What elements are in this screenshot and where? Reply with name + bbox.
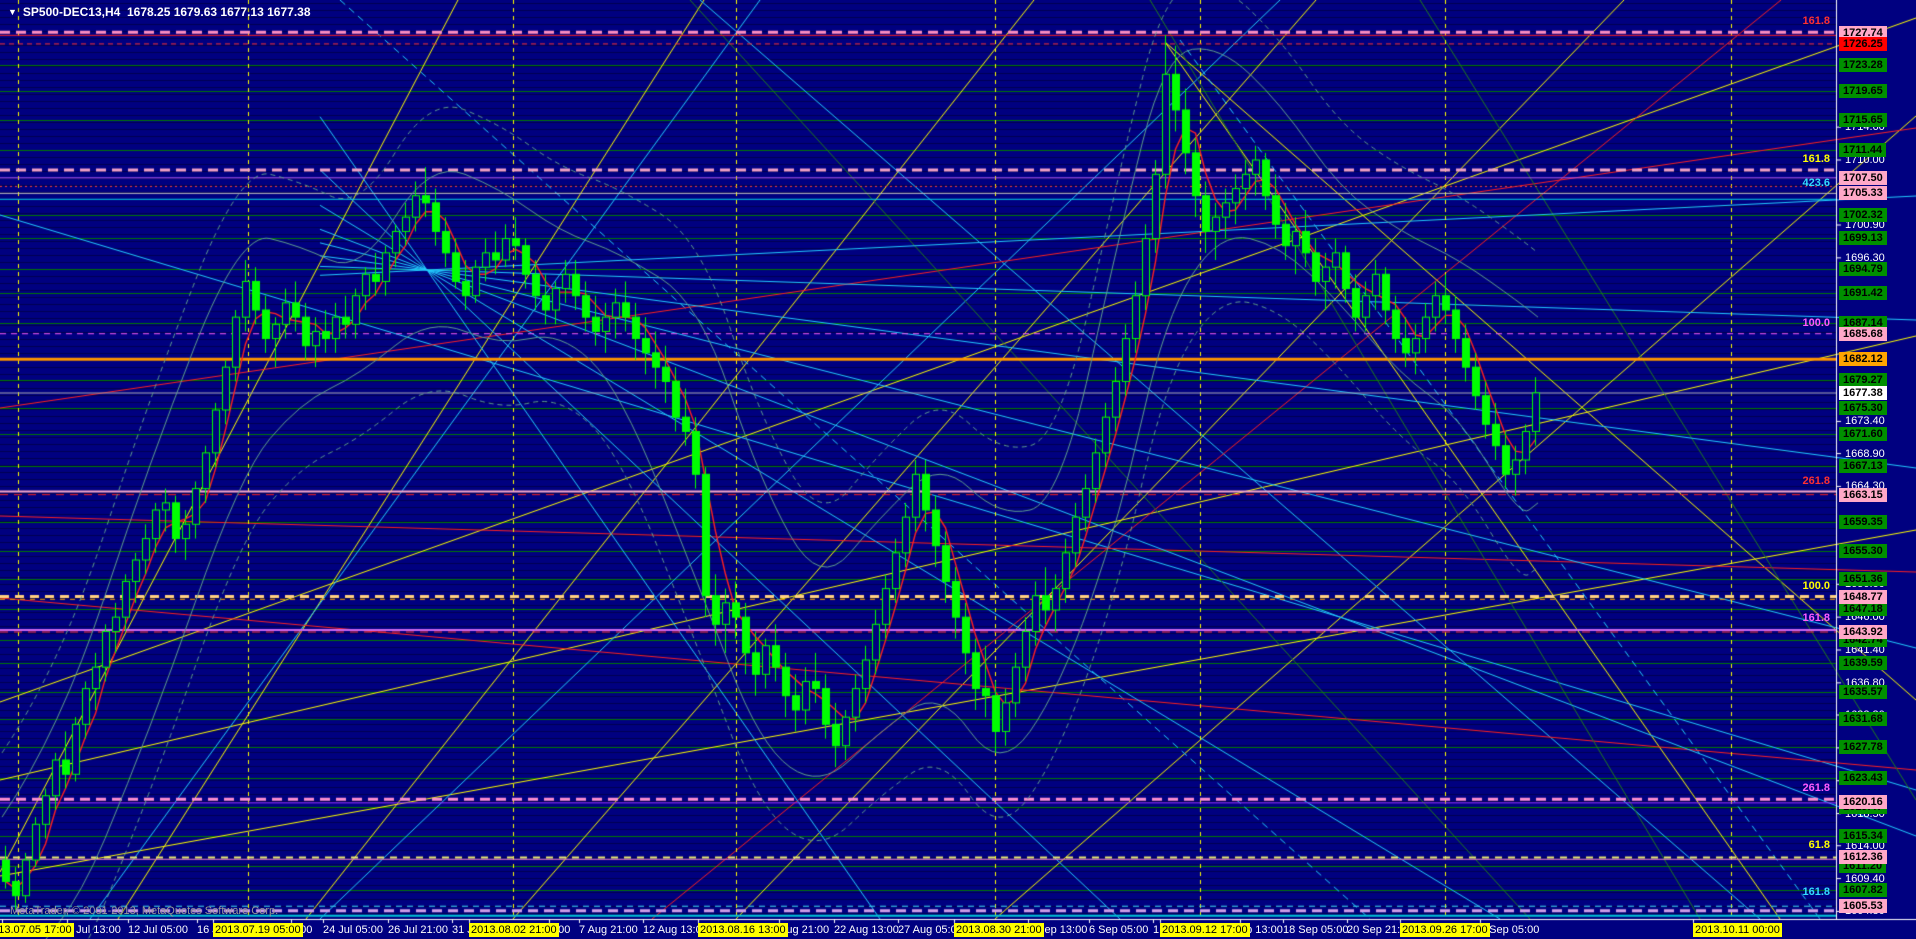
time-axis-label: 16 J	[197, 924, 218, 936]
time-axis-label: 1	[1153, 924, 1160, 936]
price-level-tag: 1620.16	[1839, 794, 1887, 809]
fib-ratio-label: 261.8	[1802, 474, 1830, 487]
time-axis-label: 20 Sep 21:00	[1347, 924, 1413, 936]
time-axis-date-highlight: 2013.09.26 17:00	[1400, 923, 1490, 937]
price-level-tag: 1723.28	[1839, 58, 1887, 73]
time-axis-label: 31 J	[452, 924, 473, 936]
price-level-tag: 1615.34	[1839, 829, 1887, 844]
fib-ratio-label: 100.0	[1802, 316, 1830, 329]
current-price-tag: 1677.38	[1839, 386, 1887, 400]
time-axis-label: 26 Jul 21:00	[388, 924, 448, 936]
time-axis-date-highlight: 2013.08.16 13:00	[698, 923, 788, 937]
fib-ratio-label: 161.8	[1802, 612, 1830, 625]
time-axis[interactable]: 2013.07.05 17:009 Jul 13:00 12 Jul 05:00 1…	[0, 920, 1916, 939]
fib-ratio-label: 161.8	[1802, 153, 1830, 166]
price-level-tag: 1655.30	[1839, 543, 1887, 558]
time-axis-date-highlight: 2013.07.19 05:00	[213, 923, 303, 937]
price-level-tag: 1682.12	[1839, 352, 1887, 367]
fib-ratio-label: 161.8	[1802, 15, 1830, 28]
chart-title: ▼ SP500-DEC13,H4 1678.25 1679.63 1677.13 …	[8, 5, 311, 19]
price-level-tag: 1679.27	[1839, 372, 1887, 387]
time-axis-label: 12 Aug 13:00	[643, 924, 708, 936]
time-axis-label: 27 Aug 05:0	[898, 924, 957, 936]
time-axis-label: 6 Sep 05:00	[1089, 924, 1149, 936]
time-axis-date-highlight: 2013.10.11 00:00	[1693, 923, 1782, 937]
dropdown-icon[interactable]: ▼	[8, 7, 17, 17]
price-level-tag: 1675.30	[1839, 400, 1887, 415]
time-axis-label: 7 Aug 21:00	[579, 924, 638, 936]
price-tick-label: 1696.30	[1845, 251, 1885, 264]
price-level-tag: 1671.60	[1839, 427, 1887, 442]
time-axis-label: 0 Sep 05:00	[1480, 924, 1540, 936]
price-level-tag: 1631.68	[1839, 712, 1887, 727]
price-level-tag: 1612.36	[1839, 850, 1887, 865]
price-level-tag: 1647.18	[1839, 601, 1887, 616]
price-level-tag: 1685.68	[1839, 326, 1887, 341]
price-level-tag: 1719.65	[1839, 84, 1887, 99]
price-level-tag: 1715.65	[1839, 112, 1887, 127]
fib-ratio-label: 61.8	[1808, 838, 1830, 851]
price-level-tag: 1726.25	[1839, 36, 1887, 51]
price-level-tag: 1623.43	[1839, 771, 1887, 786]
price-level-tag: 1627.78	[1839, 740, 1887, 755]
price-level-tag: 1705.33	[1839, 186, 1887, 201]
time-axis-label: 18 Sep 05:00	[1283, 924, 1349, 936]
price-level-tag: 1699.13	[1839, 230, 1887, 245]
price-tick-label: 1700.90	[1845, 219, 1885, 231]
time-axis-date-highlight: 2013.07.05 17:00	[0, 923, 74, 937]
time-axis-date-highlight: 2013.08.02 21:00	[469, 923, 559, 937]
copyright-text: MetaTrader, © 2001-2013, MetaQuotes Soft…	[10, 905, 279, 917]
price-tick-label: 1609.40	[1845, 872, 1885, 885]
time-axis-label: ep 13:00	[1240, 924, 1283, 936]
price-level-tag: 1663.15	[1839, 487, 1887, 502]
fib-ratio-label: 161.8	[1802, 886, 1830, 898]
price-level-tag: 1659.35	[1839, 514, 1887, 529]
fib-ratio-label: 261.8	[1802, 781, 1830, 794]
price-level-tag: 1639.59	[1839, 655, 1887, 670]
price-level-tag: 1643.92	[1839, 625, 1887, 639]
price-level-tag: 1727.74	[1839, 26, 1887, 41]
price-level-tag: 1605.53	[1839, 899, 1887, 914]
price-level-tag: 1694.79	[1839, 261, 1887, 276]
ohlc-values: 1678.25 1679.63 1677.13 1677.38	[126, 5, 311, 19]
price-level-tag: 1711.44	[1839, 142, 1887, 157]
time-axis-label: 9 Jul 13:00	[67, 924, 121, 936]
fib-ratio-label: 100.0	[1802, 579, 1830, 592]
time-axis-label: 12 Jul 05:00	[128, 924, 188, 936]
price-level-tag: 1667.13	[1839, 459, 1887, 474]
price-level-tag: 1607.82	[1839, 882, 1887, 897]
price-tick-label: 1668.90	[1845, 447, 1885, 460]
time-axis-label: Aug 21:00	[779, 924, 830, 936]
time-axis-label: 24 Jul 05:00	[323, 924, 383, 936]
price-level-tag: 1707.50	[1839, 170, 1887, 185]
price-level-tag: 1648.77	[1839, 590, 1887, 605]
time-axis-date-highlight: 2013.09.12 17:00	[1160, 923, 1250, 937]
price-tick-label: 1673.40	[1845, 415, 1885, 428]
symbol-label: SP500-DEC13,H4	[22, 5, 121, 19]
price-level-tag: 1635.57	[1839, 684, 1887, 699]
time-axis-label: 22 Aug 13:00	[834, 924, 899, 936]
price-tick-label: 1710.00	[1845, 154, 1885, 166]
price-level-tag: 1691.42	[1839, 285, 1887, 300]
price-level-tag: 1702.32	[1839, 207, 1887, 222]
price-level-tag: 1651.36	[1839, 571, 1887, 586]
fib-ratio-label: 423.6	[1802, 177, 1830, 190]
time-axis-date-highlight: 2013.08.30 21:00	[954, 923, 1044, 937]
